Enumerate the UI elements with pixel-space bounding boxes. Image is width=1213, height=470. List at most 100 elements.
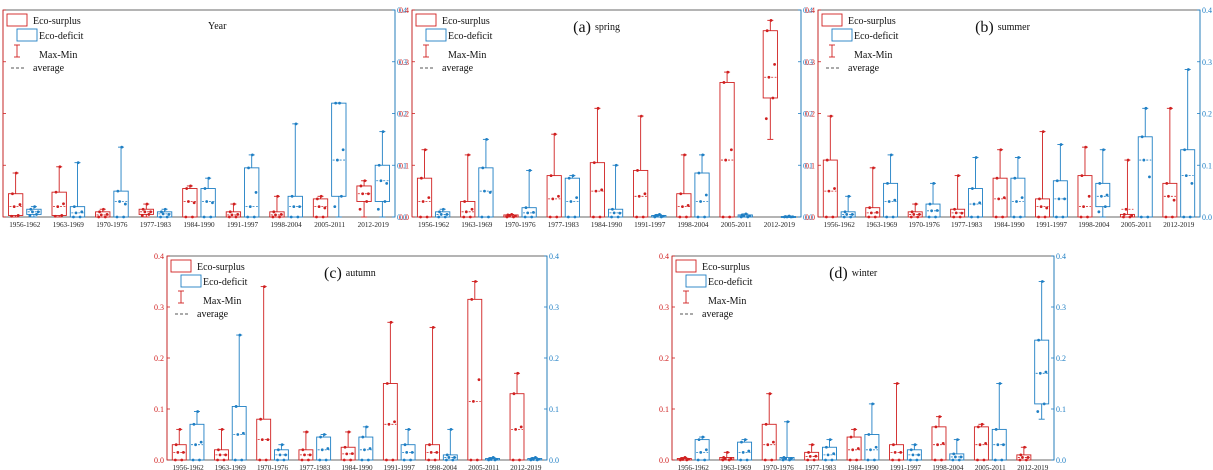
iqr-box xyxy=(478,167,494,218)
data-point xyxy=(1019,215,1022,219)
iqr-box xyxy=(521,207,537,218)
data-point xyxy=(807,450,810,454)
iqr-box xyxy=(416,177,433,218)
data-point xyxy=(598,215,602,219)
category-label: 1956-1962 xyxy=(173,464,205,470)
iqr-box xyxy=(1034,339,1050,405)
data-point xyxy=(769,18,773,22)
data-point xyxy=(827,189,831,193)
data-point xyxy=(833,187,836,190)
data-point xyxy=(278,215,281,219)
category-label: 1963-1969 xyxy=(720,464,752,470)
category-label: 1984-1990 xyxy=(183,221,215,229)
iqr-box xyxy=(382,383,398,461)
data-point xyxy=(222,458,226,462)
data-point xyxy=(1002,196,1006,199)
data-point xyxy=(893,450,897,454)
data-point xyxy=(102,207,105,211)
data-point xyxy=(118,200,121,203)
data-point xyxy=(766,443,770,447)
data-point xyxy=(610,215,613,219)
data-point xyxy=(1040,280,1044,283)
iqr-box xyxy=(889,444,904,461)
data-point xyxy=(167,213,171,216)
data-point xyxy=(1105,193,1109,197)
left-tick-label: 0.2 xyxy=(659,354,669,363)
right-tick-label: 0.3 xyxy=(397,58,407,67)
data-point xyxy=(211,201,214,205)
surplus-box xyxy=(762,18,778,140)
data-point xyxy=(1142,158,1146,162)
data-point xyxy=(703,458,707,462)
data-point xyxy=(274,213,277,217)
data-point xyxy=(557,194,560,198)
data-point xyxy=(282,458,286,462)
data-point xyxy=(681,205,684,209)
data-point xyxy=(160,210,163,214)
data-point xyxy=(510,213,514,216)
legend-average-label: average xyxy=(197,309,229,320)
right-tick-label: 0.0 xyxy=(1202,213,1212,222)
legend-average-label: average xyxy=(848,63,880,74)
data-point xyxy=(1097,210,1101,214)
category-label: 1991-1997 xyxy=(384,464,416,470)
data-point xyxy=(1059,143,1063,146)
data-point xyxy=(199,440,203,444)
deficit-box xyxy=(607,163,624,219)
category-label: 2005-2011 xyxy=(1121,221,1152,229)
data-point xyxy=(220,428,224,431)
data-point xyxy=(972,202,976,206)
legend: Eco-surplus Eco-deficit Max-Min average xyxy=(821,13,899,74)
data-point xyxy=(385,181,389,185)
iqr-box xyxy=(607,208,624,218)
data-point xyxy=(866,458,870,462)
data-point xyxy=(518,458,521,462)
data-point xyxy=(365,425,368,429)
deficit-box xyxy=(521,169,537,219)
data-point xyxy=(319,435,322,439)
deficit-box xyxy=(779,420,795,462)
right-tick-label: 0.4 xyxy=(397,6,407,15)
iqr-box xyxy=(1137,136,1153,218)
deficit-box xyxy=(925,181,941,219)
data-point xyxy=(475,458,479,462)
deficit-box xyxy=(1052,143,1068,219)
category-label: 1963-1969 xyxy=(215,464,247,470)
data-point xyxy=(1122,213,1126,216)
data-point xyxy=(1041,130,1045,134)
deficit-box xyxy=(435,207,451,219)
deficit-box xyxy=(694,435,710,462)
iqr-box xyxy=(840,211,856,218)
data-point xyxy=(391,458,395,462)
data-point xyxy=(1061,215,1065,219)
iqr-box xyxy=(762,30,778,99)
data-point xyxy=(872,166,875,170)
data-point xyxy=(534,456,537,459)
legend-deficit-swatch xyxy=(425,28,447,42)
data-point xyxy=(192,422,196,426)
data-point xyxy=(1057,197,1061,201)
data-point xyxy=(594,189,598,193)
data-point xyxy=(530,215,534,219)
category-label: 1991-1997 xyxy=(634,221,666,229)
data-point xyxy=(825,158,829,162)
data-point xyxy=(592,215,595,219)
data-point xyxy=(333,205,337,209)
surplus-box xyxy=(992,148,1008,219)
data-point xyxy=(209,215,213,219)
deficit-box xyxy=(527,456,543,462)
data-point xyxy=(319,194,323,198)
data-point xyxy=(911,453,915,457)
data-point xyxy=(159,215,162,219)
iqr-box xyxy=(779,457,795,461)
data-point xyxy=(402,458,406,462)
data-point xyxy=(537,457,541,461)
legend-maxmin-label: Max-Min xyxy=(448,50,486,61)
deficit-box xyxy=(651,213,667,219)
data-point xyxy=(163,207,167,211)
category-label: 1963-1969 xyxy=(461,221,493,229)
left-tick-label: 0.2 xyxy=(805,110,815,119)
data-point xyxy=(994,215,998,219)
iqr-box xyxy=(1180,149,1196,218)
data-point xyxy=(954,455,957,459)
